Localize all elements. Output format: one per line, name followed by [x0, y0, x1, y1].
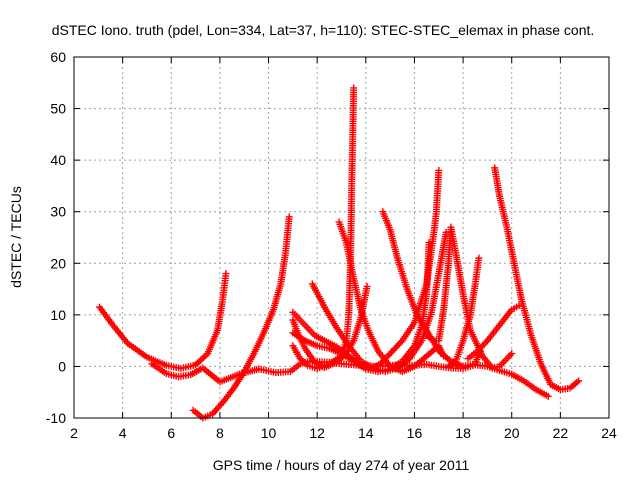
grid [74, 57, 609, 418]
x-tick-label: 16 [407, 425, 423, 441]
x-tick-label: 14 [358, 425, 374, 441]
y-tick-label: 50 [50, 101, 66, 117]
data-point-fill [397, 338, 405, 346]
data-point-fill [480, 340, 488, 348]
y-tick-label: 20 [50, 255, 66, 271]
y-tick-label: -10 [46, 410, 66, 426]
y-tick-label: 10 [50, 307, 66, 323]
data-point [285, 213, 293, 221]
data-point-fill [394, 341, 402, 349]
data-point [363, 282, 371, 290]
plot-frame [73, 56, 610, 419]
data-point-fill [199, 354, 207, 362]
data-point [508, 350, 516, 358]
series-12 [491, 164, 583, 394]
data-point [544, 392, 552, 400]
x-tick-label: 4 [119, 425, 127, 441]
series-13 [464, 302, 523, 363]
data-point-fill [197, 356, 205, 364]
data-point [435, 166, 443, 174]
x-tick-label: 6 [167, 425, 175, 441]
x-tick-label: 12 [309, 425, 325, 441]
data-point [350, 84, 358, 92]
y-axis-label: dSTEC / TECUs [8, 186, 24, 288]
data-marks [96, 84, 583, 422]
data-point [222, 270, 230, 278]
y-tick-label: 30 [50, 204, 66, 220]
data-point-fill [388, 348, 396, 356]
chart-title: dSTEC Iono. truth (pdel, Lon=334, Lat=37… [52, 22, 595, 38]
x-tick-label: 2 [70, 425, 78, 441]
series-0 [96, 270, 230, 372]
data-point [386, 350, 394, 358]
data-point-fill [195, 358, 203, 366]
data-point-fill [504, 353, 512, 361]
y-tick-label: 60 [50, 49, 66, 65]
data-point-fill [506, 351, 514, 359]
data-point [475, 254, 483, 262]
y-tick-label: 0 [58, 358, 66, 374]
data-point-fill [395, 340, 403, 348]
data-point-fill [389, 346, 397, 354]
data-point [515, 302, 523, 310]
series-2 [189, 213, 293, 422]
x-axis-label: GPS time / hours of day 274 of year 2011 [213, 457, 470, 473]
y-tick-label: 40 [50, 152, 66, 168]
series-11 [445, 254, 483, 370]
x-tick-label: 10 [261, 425, 277, 441]
data-point-fill [200, 353, 208, 361]
x-tick-label: 8 [216, 425, 224, 441]
data-point-fill [392, 343, 400, 351]
x-tick-label: 22 [553, 425, 569, 441]
data-point-fill [391, 345, 399, 353]
x-tick-label: 24 [601, 425, 617, 441]
data-point [575, 377, 583, 385]
x-tick-label: 20 [504, 425, 520, 441]
x-tick-label: 18 [455, 425, 471, 441]
